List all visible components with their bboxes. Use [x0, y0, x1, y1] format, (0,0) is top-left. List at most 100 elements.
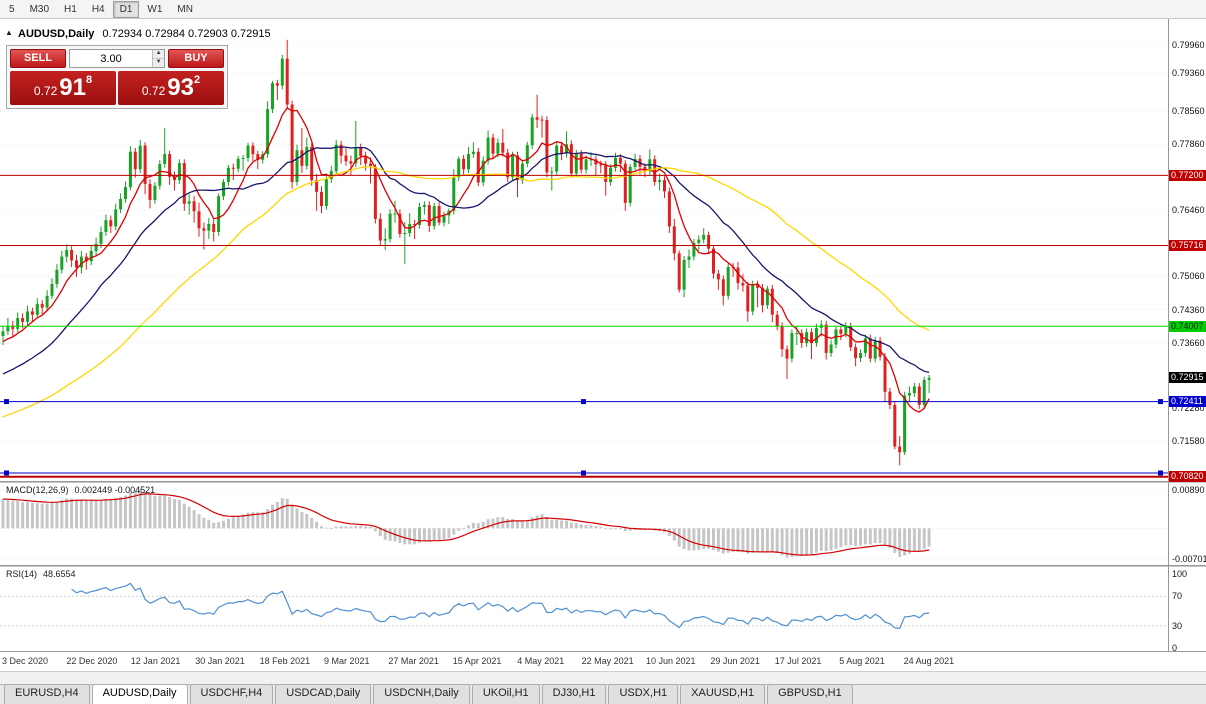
tab-eurusd-h4[interactable]: EURUSD,H4 [4, 684, 90, 704]
tab-usdchf-h4[interactable]: USDCHF,H4 [189, 684, 274, 704]
date-label: 3 Dec 2020 [2, 656, 49, 666]
rsi-pane: RSI(14) 48.6554 [0, 567, 1168, 651]
rsi-axis-label: 0 [1172, 643, 1178, 653]
date-label: 30 Jan 2021 [195, 656, 245, 666]
chart-ohlc-values: 0.72934 0.72984 0.72903 0.72915 [102, 28, 271, 40]
date-label: 24 Aug 2021 [903, 656, 955, 666]
macd-histogram [1, 489, 931, 558]
tab-xauusd-h1[interactable]: XAUUSD,H1 [680, 684, 766, 704]
price-axis-label: 0.75060 [1172, 271, 1205, 282]
sell-price-pip: 8 [85, 74, 93, 86]
date-label: 4 May 2021 [517, 656, 565, 666]
price-axis-label: 0.79960 [1172, 39, 1205, 50]
rsi-axis-label: 100 [1172, 569, 1188, 579]
volume-spinner: ▲ ▼ [152, 50, 164, 67]
ma-21-line [2, 146, 930, 375]
tab-dj30-h1[interactable]: DJ30,H1 [541, 684, 607, 704]
price-line-badge: 0.75716 [1169, 239, 1206, 251]
axis-splitter-2 [1169, 565, 1206, 567]
date-label: 17 Jul 2021 [774, 656, 822, 666]
sell-price-big: 91 [59, 74, 86, 101]
chart-title: AUDUSD,Daily 0.72934 0.72984 0.72903 0.72… [18, 28, 271, 40]
macd-pane: MACD(12,26,9) 0.002449 -0.004521 [0, 483, 1168, 565]
rsi-name: RSI(14) [6, 569, 38, 579]
chart-tab-bar: EURUSD,H4 AUDUSD,Daily USDCHF,H4 USDCAD,… [0, 684, 1206, 704]
date-label: 15 Apr 2021 [452, 656, 502, 666]
price-axis-label: 0.78560 [1172, 106, 1205, 117]
current-price-badge: 0.72915 [1169, 372, 1206, 384]
sell-price-prefix: 0.72 [33, 84, 58, 98]
time-axis[interactable]: 3 Dec 2020 22 Dec 2020 12 Jan 2021 30 Jan 2… [0, 651, 1206, 671]
macd-axis-label: 0.00890 [1172, 484, 1205, 495]
price-line-badge: 0.72411 [1169, 396, 1206, 408]
macd-name: MACD(12,26,9) [6, 485, 69, 495]
volume-down-icon[interactable]: ▼ [153, 59, 164, 67]
date-label: 27 Mar 2021 [388, 656, 439, 666]
rsi-axis-label: 70 [1172, 591, 1183, 602]
timeframe-button-m30[interactable]: M30 [23, 1, 56, 18]
buy-price-box[interactable]: 0.72 93 2 [118, 71, 224, 105]
timeframe-button-w1[interactable]: W1 [140, 1, 169, 18]
date-label: 5 Aug 2021 [839, 656, 885, 666]
moving-average-lines [2, 107, 930, 418]
ma-50-line [2, 165, 930, 418]
price-line-badge: 0.70820 [1169, 471, 1206, 483]
buy-price-prefix: 0.72 [141, 84, 166, 98]
tab-ukoil-h1[interactable]: UKOil,H1 [471, 684, 540, 704]
rsi-value: 48.6554 [43, 569, 76, 579]
pane-splitter-rsi[interactable] [0, 565, 1168, 567]
tab-gbpusd-h1[interactable]: GBPUSD,H1 [767, 684, 853, 704]
macd-values: 0.002449 -0.004521 [74, 485, 156, 495]
date-label: 22 May 2021 [581, 656, 634, 666]
rsi-axis-label: 30 [1172, 620, 1183, 631]
one-click-collapse-icon[interactable]: ▲ [5, 28, 13, 37]
timeframe-button-d1[interactable]: D1 [112, 0, 140, 18]
rsi-axis: 100 70 30 0 [1169, 567, 1206, 653]
buy-button[interactable]: BUY [168, 49, 224, 68]
one-click-trade-panel: SELL ▲ ▼ BUY 0.72 91 8 [6, 45, 228, 109]
price-pane: ▲ AUDUSD,Daily 0.72934 0.72984 0.72903 0.… [0, 19, 1168, 481]
rsi-line [71, 582, 930, 630]
timeframe-button-mn[interactable]: MN [170, 1, 200, 18]
sell-button[interactable]: SELL [10, 49, 66, 68]
price-axis-label: 0.71580 [1172, 435, 1205, 446]
date-label: 29 Jun 2021 [710, 656, 760, 666]
date-label: 22 Dec 2020 [66, 656, 118, 666]
price-axis-column[interactable]: 0.79960 0.79360 0.78560 0.77860 0.76460 0.750… [1168, 19, 1206, 653]
timeframe-button-h4[interactable]: H4 [85, 1, 112, 18]
macd-axis-label: -0.00701 [1172, 553, 1206, 564]
macd-axis: 0.00890 -0.00701 [1169, 483, 1206, 565]
rsi-label: RSI(14) 48.6554 [6, 569, 76, 579]
sell-price-box[interactable]: 0.72 91 8 [10, 71, 116, 105]
volume-field: ▲ ▼ [69, 49, 165, 68]
price-axis-label: 0.79360 [1172, 68, 1205, 79]
tab-usdcnh-daily[interactable]: USDCNH,Daily [373, 684, 470, 704]
rsi-canvas[interactable] [0, 567, 1168, 651]
price-axis-label: 0.72280 [1172, 402, 1205, 413]
volume-input[interactable] [70, 50, 153, 67]
price-object-lines [0, 174, 1168, 478]
date-label: 12 Jan 2021 [130, 656, 181, 666]
tab-usdcad-daily[interactable]: USDCAD,Daily [275, 684, 372, 704]
ma-7-line [2, 107, 930, 413]
status-strip [0, 671, 1206, 684]
price-axis-label: 0.76460 [1172, 205, 1205, 216]
timeframe-button-h1[interactable]: H1 [57, 1, 84, 18]
price-axis-label: 0.74360 [1172, 304, 1205, 315]
date-label: 18 Feb 2021 [259, 656, 311, 666]
tab-audusd-daily[interactable]: AUDUSD,Daily [91, 684, 188, 704]
pane-splitter-macd[interactable] [0, 481, 1168, 483]
date-label: 10 Jun 2021 [646, 656, 696, 666]
volume-up-icon[interactable]: ▲ [153, 50, 164, 59]
macd-canvas[interactable] [0, 483, 1168, 565]
date-label: 9 Mar 2021 [324, 656, 370, 666]
timeframe-button-m5[interactable]: 5 [2, 1, 22, 18]
macd-signal-line [2, 493, 930, 556]
buy-price-big: 93 [167, 74, 194, 101]
price-axis: 0.79960 0.79360 0.78560 0.77860 0.76460 0.750… [1169, 19, 1206, 483]
chart-panes: ▲ AUDUSD,Daily 0.72934 0.72984 0.72903 0.… [0, 19, 1168, 651]
tab-usdx-h1[interactable]: USDX,H1 [608, 684, 679, 704]
buy-price-pip: 2 [193, 74, 201, 86]
price-chart-canvas[interactable] [0, 19, 1168, 481]
